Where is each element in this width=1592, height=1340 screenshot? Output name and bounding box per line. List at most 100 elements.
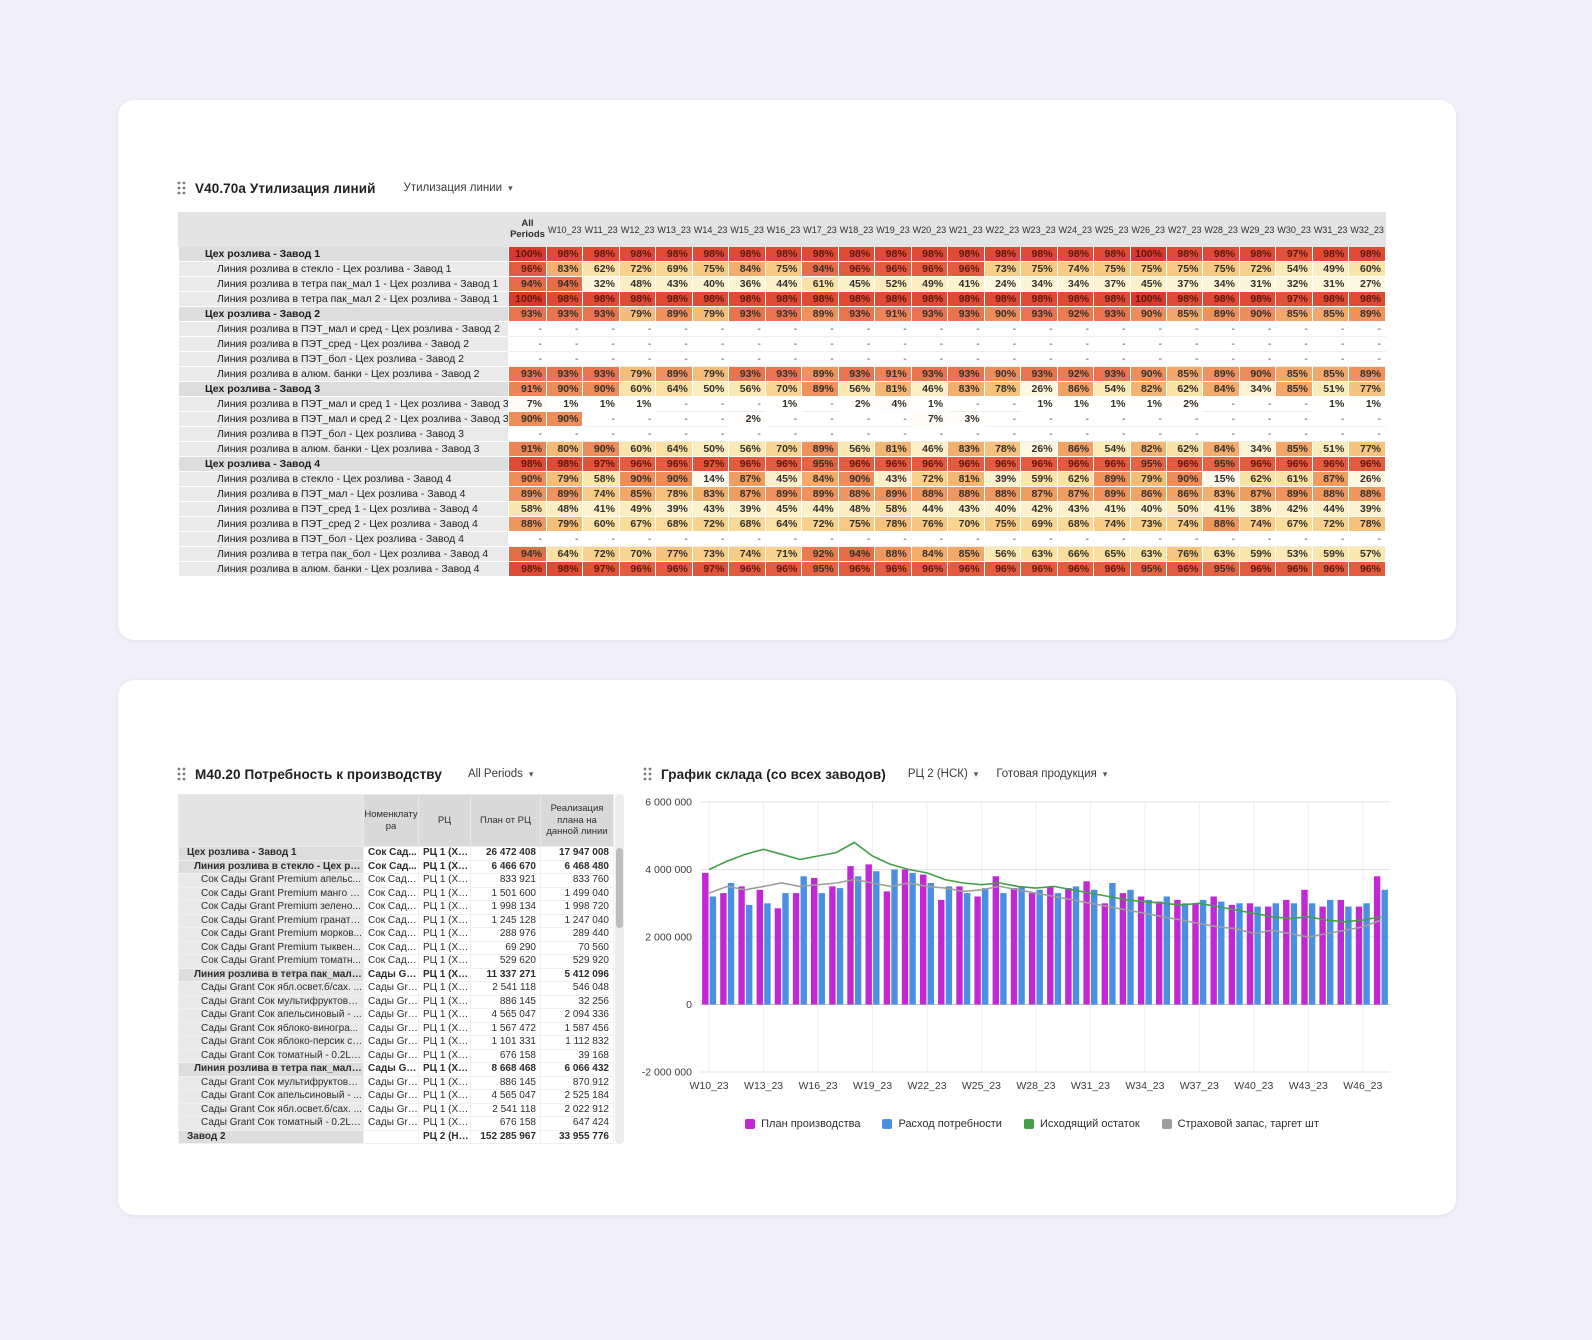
heat-cell[interactable]: 48% xyxy=(618,276,657,292)
heat-cell[interactable]: - xyxy=(508,426,547,442)
heat-cell[interactable]: 78% xyxy=(655,486,693,502)
heat-cell[interactable]: 96% xyxy=(837,261,876,277)
heat-cell[interactable]: 83% xyxy=(947,441,985,457)
heat-cell[interactable]: 98% xyxy=(801,291,839,307)
heat-cell[interactable]: - xyxy=(545,336,584,352)
heat-cell[interactable]: 96% xyxy=(1020,561,1058,577)
heat-cell[interactable]: - xyxy=(691,396,730,412)
plan-cell[interactable]: 152 285 967 xyxy=(470,1129,541,1144)
heat-cell[interactable]: 36% xyxy=(728,276,766,292)
heat-cell[interactable]: 58% xyxy=(874,501,912,517)
heat-cell[interactable]: 85% xyxy=(1275,366,1313,382)
heat-cell[interactable]: - xyxy=(801,411,839,427)
heat-cell[interactable]: 89% xyxy=(508,486,547,502)
heat-cell[interactable]: - xyxy=(691,411,730,427)
heat-cell[interactable]: 93% xyxy=(545,306,584,322)
heat-cell[interactable]: 86% xyxy=(1129,486,1167,502)
heat-cell[interactable]: 98% xyxy=(1020,246,1058,262)
heat-cell[interactable]: - xyxy=(1129,411,1167,427)
heat-cell[interactable]: - xyxy=(1348,411,1386,427)
heat-cell[interactable]: 85% xyxy=(1311,306,1350,322)
heat-cell[interactable]: 68% xyxy=(728,516,766,532)
heat-cell[interactable]: 100% xyxy=(1129,291,1167,307)
nomenclature-cell[interactable]: Сок Сады... xyxy=(363,913,419,928)
heat-cell[interactable]: 96% xyxy=(728,561,766,577)
heat-cell[interactable]: - xyxy=(1129,336,1167,352)
heat-cell[interactable]: 90% xyxy=(1129,366,1167,382)
heat-cell[interactable]: 77% xyxy=(1348,381,1386,397)
heat-cell[interactable]: - xyxy=(801,396,839,412)
heat-cell[interactable]: 83% xyxy=(691,486,730,502)
heat-cell[interactable]: 34% xyxy=(1020,276,1058,292)
heat-cell[interactable]: - xyxy=(545,351,584,367)
heat-cell[interactable]: - xyxy=(764,351,803,367)
rc-cell[interactable]: РЦ 1 (ХМН) xyxy=(418,873,471,888)
heat-cell[interactable]: 1% xyxy=(1311,396,1350,412)
heat-cell[interactable]: - xyxy=(1238,336,1277,352)
heat-cell[interactable]: 96% xyxy=(910,561,949,577)
heat-cell[interactable]: - xyxy=(1238,426,1277,442)
heat-cell[interactable]: 75% xyxy=(764,261,803,277)
heat-cell[interactable]: 46% xyxy=(910,441,949,457)
heat-cell[interactable]: 98% xyxy=(691,291,730,307)
heat-cell[interactable]: - xyxy=(1129,321,1167,337)
heat-cell[interactable]: 86% xyxy=(1056,381,1095,397)
heat-cell[interactable]: 92% xyxy=(801,546,839,562)
heat-cell[interactable]: - xyxy=(1348,321,1386,337)
heat-cell[interactable]: 95% xyxy=(801,561,839,577)
heat-cell[interactable]: 44% xyxy=(1311,501,1350,517)
real-cell[interactable]: 1 998 720 xyxy=(540,900,614,915)
heat-cell[interactable]: 90% xyxy=(545,381,584,397)
heat-cell[interactable]: 90% xyxy=(508,411,547,427)
heat-cell[interactable]: 88% xyxy=(1311,486,1350,502)
heat-cell[interactable]: - xyxy=(1093,426,1131,442)
heat-cell[interactable]: - xyxy=(1202,396,1240,412)
heat-cell[interactable]: - xyxy=(1129,531,1167,547)
real-cell[interactable]: 546 048 xyxy=(540,981,614,996)
nomenclature-cell[interactable]: Сады Gra... xyxy=(363,1062,419,1077)
heat-cell[interactable]: 98% xyxy=(983,246,1022,262)
heat-cell[interactable]: 84% xyxy=(910,546,949,562)
heat-cell[interactable]: 64% xyxy=(655,441,693,457)
heat-cell[interactable]: 96% xyxy=(1311,456,1350,472)
heat-cell[interactable]: 90% xyxy=(983,366,1022,382)
heat-cell[interactable]: - xyxy=(947,351,985,367)
heat-cell[interactable]: 75% xyxy=(1093,261,1131,277)
heat-cell[interactable]: 1% xyxy=(545,396,584,412)
heat-cell[interactable]: 77% xyxy=(655,546,693,562)
heat-cell[interactable]: 96% xyxy=(1275,456,1313,472)
heat-cell[interactable]: - xyxy=(618,426,657,442)
heat-cell[interactable]: 88% xyxy=(910,486,949,502)
heat-cell[interactable]: - xyxy=(1165,321,1204,337)
heat-cell[interactable]: - xyxy=(837,411,876,427)
nomenclature-cell[interactable]: Сады Gra... xyxy=(363,981,419,996)
heat-cell[interactable]: 98% xyxy=(1165,246,1204,262)
heat-cell[interactable]: 60% xyxy=(618,381,657,397)
heat-cell[interactable]: 96% xyxy=(947,261,985,277)
heat-cell[interactable]: 89% xyxy=(1202,306,1240,322)
heat-cell[interactable]: 59% xyxy=(1238,546,1277,562)
heat-cell[interactable]: 24% xyxy=(983,276,1022,292)
real-cell[interactable]: 33 955 776 xyxy=(540,1129,614,1144)
heat-cell[interactable]: 96% xyxy=(618,561,657,577)
heat-cell[interactable]: - xyxy=(508,321,547,337)
heat-cell[interactable]: 63% xyxy=(1020,546,1058,562)
heat-cell[interactable]: 96% xyxy=(874,456,912,472)
heat-cell[interactable]: - xyxy=(764,531,803,547)
heat-cell[interactable]: - xyxy=(1348,531,1386,547)
rc-cell[interactable]: РЦ 1 (ХМН) xyxy=(418,1116,471,1131)
heat-cell[interactable]: 94% xyxy=(837,546,876,562)
heat-cell[interactable]: 87% xyxy=(1238,486,1277,502)
heat-cell[interactable]: - xyxy=(1165,351,1204,367)
heat-cell[interactable]: 93% xyxy=(508,366,547,382)
heat-cell[interactable]: 98% xyxy=(508,561,547,577)
heat-cell[interactable]: 89% xyxy=(801,366,839,382)
heat-cell[interactable]: 98% xyxy=(1202,246,1240,262)
heat-cell[interactable]: 98% xyxy=(874,246,912,262)
heat-cell[interactable]: 96% xyxy=(1165,456,1204,472)
heat-cell[interactable]: - xyxy=(1202,531,1240,547)
heat-cell[interactable]: 98% xyxy=(728,246,766,262)
stock-product-dropdown[interactable]: Готовая продукция ▾ xyxy=(996,768,1107,780)
plan-cell[interactable]: 676 158 xyxy=(470,1048,541,1063)
heat-cell[interactable]: - xyxy=(874,336,912,352)
